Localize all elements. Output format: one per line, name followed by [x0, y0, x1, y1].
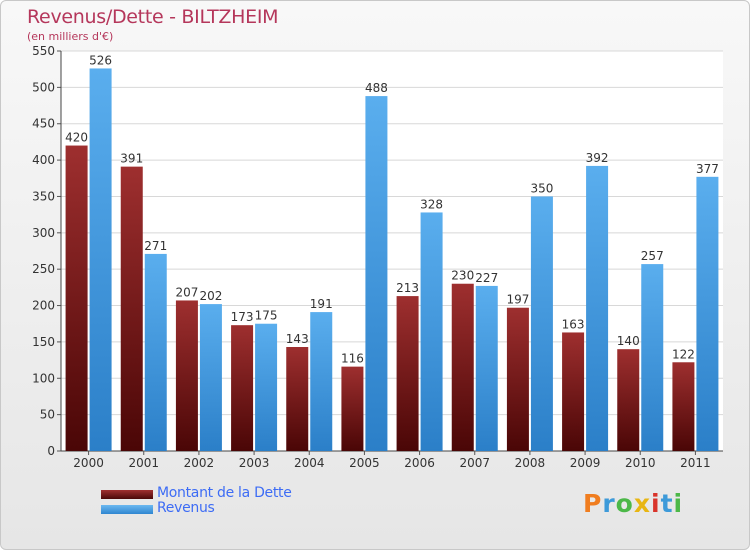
bar-dette-2000	[65, 145, 88, 451]
legend-label-dette: Montant de la Dette	[157, 485, 292, 501]
tick-label-x-2001: 2001	[128, 456, 159, 470]
data-label-revenus-2000: 526	[89, 53, 112, 67]
bar-dette-2006	[396, 296, 419, 451]
bar-revenus-2008	[530, 196, 553, 451]
bar-dette-2009	[562, 332, 585, 451]
data-label-revenus-2007: 227	[475, 271, 498, 285]
bar-revenus-2005	[365, 96, 388, 451]
bar-revenus-2001	[144, 253, 167, 451]
data-label-revenus-2003: 175	[255, 309, 278, 323]
data-label-revenus-2002: 202	[199, 289, 222, 303]
logo-letter: i	[673, 489, 684, 518]
data-label-dette-2007: 230	[451, 269, 474, 283]
data-label-revenus-2004: 191	[310, 297, 333, 311]
chart-title: Revenus/Dette - BILTZHEIM	[27, 6, 279, 28]
data-label-dette-2005: 116	[341, 352, 364, 366]
bar-revenus-2006	[420, 212, 443, 451]
data-label-dette-2010: 140	[617, 334, 640, 348]
bar-dette-2003	[231, 325, 254, 451]
tick-label-y-150: 150	[32, 335, 55, 349]
tick-label-x-2010: 2010	[625, 456, 656, 470]
tick-label-y-200: 200	[32, 299, 55, 313]
bar-revenus-2000	[89, 68, 112, 452]
data-label-revenus-2011: 377	[696, 162, 719, 176]
tick-label-y-450: 450	[32, 117, 55, 131]
logo-letter: i	[651, 489, 661, 518]
tick-label-x-2009: 2009	[570, 456, 601, 470]
tick-label-x-2004: 2004	[294, 456, 325, 470]
bar-revenus-2011	[696, 176, 719, 451]
bar-dette-2002	[175, 300, 198, 451]
data-label-dette-2000: 420	[65, 131, 88, 145]
data-label-revenus-2001: 271	[144, 239, 167, 253]
tick-label-x-2007: 2007	[459, 456, 490, 470]
bar-dette-2010	[617, 349, 640, 451]
bar-dette-2005	[341, 366, 364, 451]
data-label-dette-2009: 163	[562, 317, 585, 331]
bar-revenus-2007	[475, 285, 498, 451]
tick-label-x-2003: 2003	[239, 456, 270, 470]
bar-revenus-2003	[255, 323, 278, 451]
data-label-dette-2011: 122	[672, 347, 695, 361]
legend-swatch-dette	[101, 490, 153, 499]
logo-letter: x	[633, 489, 651, 518]
tick-label-y-500: 500	[32, 80, 55, 94]
logo-letter: P	[583, 489, 603, 518]
bar-dette-2001	[120, 166, 143, 452]
data-label-dette-2002: 207	[175, 285, 198, 299]
proxiti-logo: Proxiti	[583, 489, 683, 518]
chart-subtitle: (en milliers d'€)	[27, 30, 114, 43]
data-label-dette-2006: 213	[396, 281, 419, 295]
bar-revenus-2002	[199, 304, 222, 451]
data-label-dette-2004: 143	[286, 332, 309, 346]
tick-label-y-100: 100	[32, 371, 55, 385]
legend-label-revenus: Revenus	[157, 500, 215, 516]
tick-label-y-250: 250	[32, 262, 55, 276]
data-label-dette-2001: 391	[120, 152, 143, 166]
data-label-dette-2003: 173	[231, 310, 254, 324]
tick-label-x-2000: 2000	[73, 456, 104, 470]
data-label-revenus-2009: 392	[586, 151, 609, 165]
tick-label-y-350: 350	[32, 189, 55, 203]
bar-revenus-2009	[586, 165, 609, 451]
bar-dette-2008	[506, 307, 529, 451]
tick-label-x-2002: 2002	[184, 456, 215, 470]
logo-letter: r	[602, 489, 616, 518]
legend-swatch-revenus	[101, 505, 153, 514]
data-label-revenus-2010: 257	[641, 249, 664, 263]
tick-label-y-300: 300	[32, 226, 55, 240]
tick-label-y-400: 400	[32, 153, 55, 167]
tick-label-x-2005: 2005	[349, 456, 380, 470]
tick-label-x-2008: 2008	[515, 456, 546, 470]
bar-dette-2011	[672, 362, 695, 451]
data-label-dette-2008: 197	[506, 293, 529, 307]
tick-label-y-50: 50	[40, 408, 55, 422]
bar-dette-2004	[286, 347, 309, 451]
data-label-revenus-2008: 350	[530, 181, 553, 195]
plot-area	[61, 51, 723, 451]
bar-revenus-2004	[310, 312, 333, 451]
tick-label-x-2006: 2006	[404, 456, 435, 470]
tick-label-y-0: 0	[47, 444, 55, 458]
data-label-revenus-2005: 488	[365, 81, 388, 95]
tick-label-y-550: 550	[32, 44, 55, 58]
data-label-revenus-2006: 328	[420, 197, 443, 211]
bar-revenus-2010	[641, 264, 664, 451]
logo-letter: t	[660, 489, 674, 518]
logo-letter: o	[615, 489, 634, 518]
tick-label-x-2011: 2011	[680, 456, 711, 470]
bar-dette-2007	[451, 283, 474, 451]
